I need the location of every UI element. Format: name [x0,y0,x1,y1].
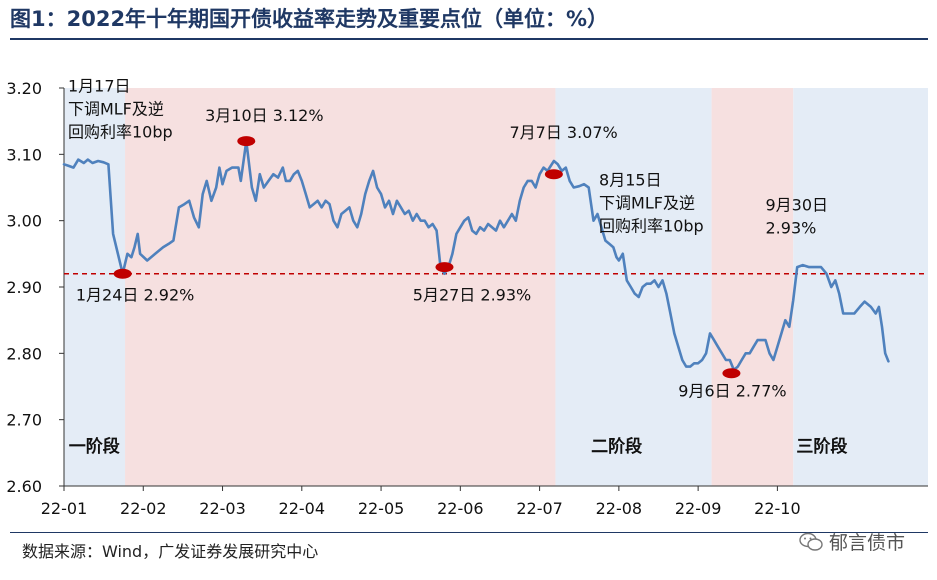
phase-band-4 [793,88,928,486]
chart-container: 3.20 3.10 3.00 2.90 2.80 2.70 2.60 22-01 22-02 22… [0,42,937,534]
annotation-label: 1月17日下调MLF及逆回购利率10bp [68,76,173,141]
key-point-marker [237,136,256,147]
x-tick-label: 22-07 [516,499,563,518]
x-tick-label: 22-10 [754,499,801,518]
annotation-line: 8月15日 [599,171,662,190]
annotation-line: 1月24日 2.92% [76,285,194,304]
annotation-label: 5月27日 2.93% [413,285,531,304]
watermark-text: 郁言债市 [828,532,905,554]
source-divider [10,532,928,533]
phase-label: 一阶段 [69,436,120,457]
annotation-line: 回购利率10bp [68,122,173,141]
annotation-line: 7月7日 3.07% [509,123,617,142]
annotation-label: 9月6日 2.77% [678,381,786,400]
title-divider [10,38,928,40]
x-tick-label: 22-01 [41,499,88,518]
key-point-marker [722,368,741,379]
phase-band-1 [125,88,556,486]
wechat-icon [799,532,823,551]
annotation-line: 5月27日 2.93% [413,285,531,304]
annotation-line: 3月10日 3.12% [205,106,323,125]
y-tick-label: 2.90 [6,278,42,297]
phase-band-0 [64,88,126,486]
phase-label: 二阶段 [591,436,642,457]
phase-band-3 [711,88,794,486]
annotation-line: 回购利率10bp [599,217,704,236]
phase-band-2 [555,88,712,486]
x-tick-label: 22-08 [596,499,643,518]
series-line [62,139,890,372]
watermark: 郁言债市 [799,528,905,555]
key-point-marker [113,268,132,279]
annotation-line: 2.93% [766,219,817,238]
y-tick-label: 3.00 [6,212,42,231]
x-tick-label: 22-06 [437,499,484,518]
annotation-label: 8月15日下调MLF及逆回购利率10bp [599,171,704,236]
x-tick-label: 22-05 [358,499,405,518]
annotation-label: 7月7日 3.07% [509,123,617,142]
annotation-label: 3月10日 3.12% [205,106,323,125]
key-point-marker [544,169,563,180]
phase-label: 三阶段 [796,436,847,457]
annotation-line: 9月30日 [766,196,829,215]
x-tick-label: 22-09 [675,499,722,518]
annotation-line: 下调MLF及逆 [599,194,695,213]
y-tick-label: 2.60 [6,477,42,496]
annotation-line: 下调MLF及逆 [68,99,164,118]
annotation-line: 9月6日 2.77% [678,381,786,400]
y-tick-label: 3.10 [6,145,42,164]
source-note: 数据来源：Wind，广发证券发展研究中心 [22,542,319,561]
key-point-marker [435,262,454,273]
y-tick-label: 2.70 [6,411,42,430]
x-tick-label: 22-02 [120,499,167,518]
annotation-label: 9月30日 2.93% [766,196,829,238]
y-tick-label: 3.20 [6,79,42,98]
y-tick-label: 2.80 [6,344,42,363]
x-tick-label: 22-04 [279,499,326,518]
page-title: 图1：2022年十年期国开债收益率走势及重要点位（单位：%） [10,7,609,31]
yield-line-chart: 3.20 3.10 3.00 2.90 2.80 2.70 2.60 22-01 22-02 22… [6,76,928,518]
annotation-label: 1月24日 2.92% [76,285,194,304]
x-tick-label: 22-03 [199,499,246,518]
annotation-line: 1月17日 [68,76,131,95]
